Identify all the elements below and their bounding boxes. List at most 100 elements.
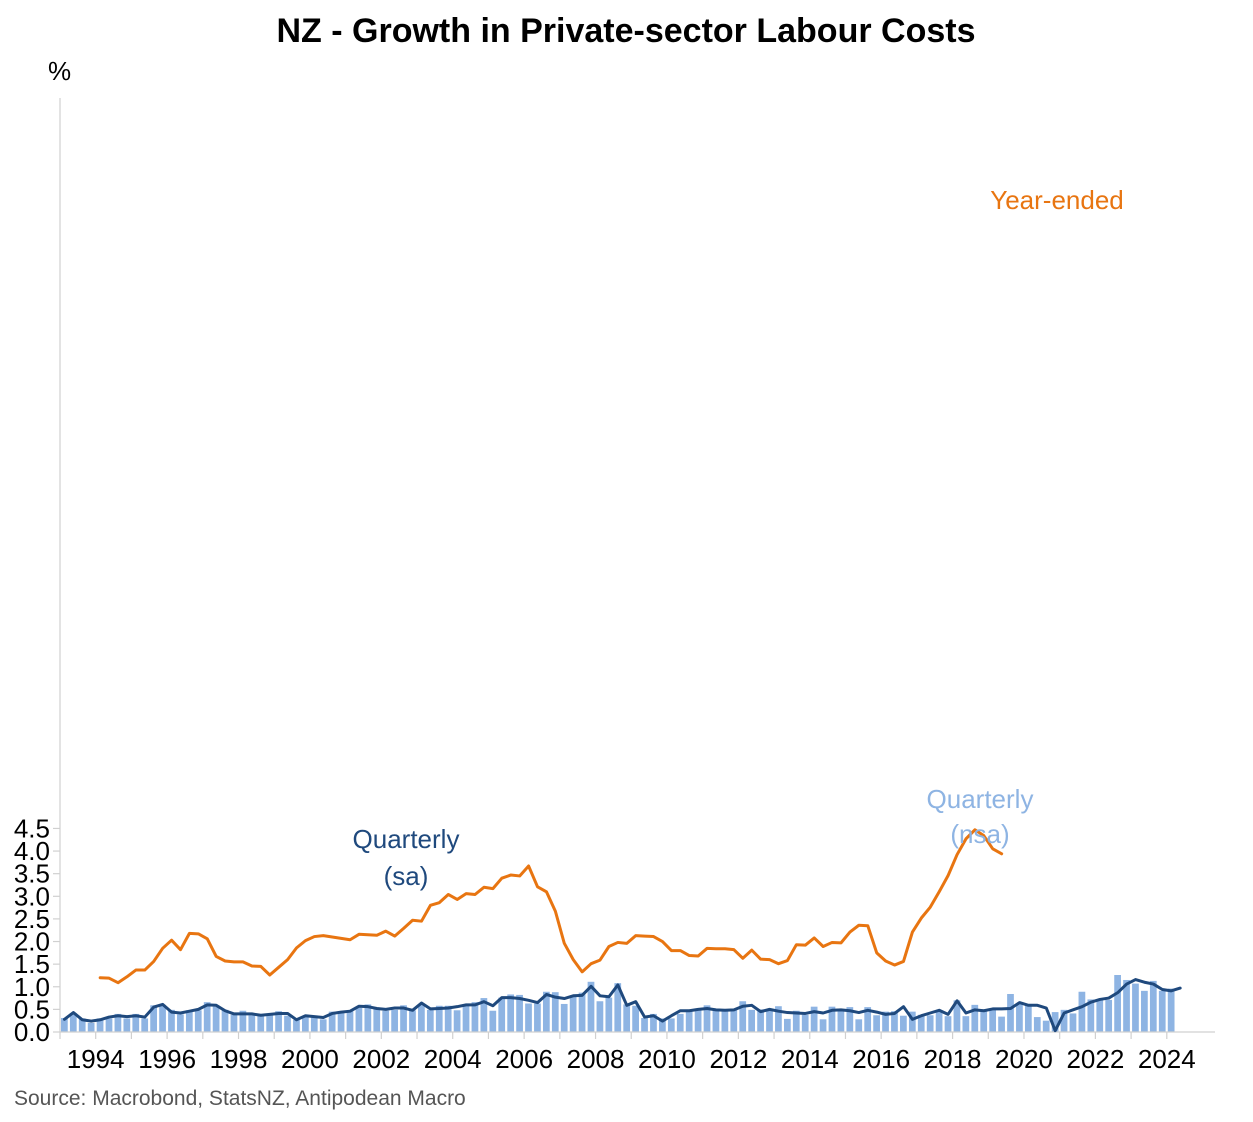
x-tick-label: 1996 — [138, 1044, 196, 1074]
bar-quarterly-nsa — [1042, 1020, 1050, 1032]
y-tick-label: 4.5 — [14, 813, 50, 843]
bar-quarterly-nsa — [525, 1003, 532, 1032]
bar-quarterly-nsa — [551, 992, 559, 1032]
y-tick-label: 3.0 — [14, 881, 50, 911]
bar-quarterly-nsa — [989, 1009, 997, 1032]
bar-quarterly-nsa — [471, 1002, 479, 1032]
x-tick-label: 2012 — [709, 1044, 767, 1074]
annotation-quarterly-sa-line1: Quarterly — [353, 824, 460, 854]
bar-quarterly-nsa — [828, 1006, 836, 1032]
bar-quarterly-nsa — [239, 1010, 247, 1032]
bar-quarterly-nsa — [257, 1014, 265, 1032]
bar-quarterly-nsa — [944, 1016, 952, 1032]
x-tick-label: 2024 — [1138, 1044, 1196, 1074]
bar-quarterly-nsa — [1123, 979, 1130, 1032]
bar-quarterly-nsa — [694, 1009, 702, 1032]
bar-quarterly-nsa — [908, 1011, 916, 1032]
bar-quarterly-nsa — [632, 1005, 639, 1032]
bar-quarterly-nsa — [534, 1003, 541, 1032]
bar-quarterly-nsa — [935, 1010, 943, 1032]
bar-quarterly-nsa — [69, 1013, 77, 1032]
bar-quarterly-nsa — [302, 1015, 309, 1032]
axes — [53, 98, 1215, 1039]
bar-quarterly-nsa — [444, 1005, 452, 1032]
bar-quarterly-nsa — [177, 1014, 184, 1032]
bar-quarterly-nsa — [1033, 1017, 1041, 1032]
bar-quarterly-nsa — [462, 1005, 470, 1032]
series-lines — [62, 828, 1182, 1033]
bar-quarterly-nsa — [801, 1014, 809, 1032]
bar-quarterly-nsa — [114, 1013, 122, 1032]
bar-quarterly-nsa — [132, 1013, 140, 1032]
x-tick-label: 2022 — [1066, 1044, 1124, 1074]
bar-quarterly-nsa — [141, 1018, 149, 1032]
bar-quarterly-nsa — [587, 981, 595, 1032]
annotation-quarterly-sa-line2: (sa) — [384, 861, 429, 891]
bar-quarterly-nsa — [1078, 991, 1086, 1032]
bar-quarterly-nsa — [1007, 994, 1014, 1032]
bar-quarterly-nsa — [926, 1015, 934, 1032]
bar-quarterly-nsa — [542, 991, 550, 1032]
bar-quarterly-nsa — [426, 1009, 434, 1032]
bar-quarterly-nsa — [230, 1014, 238, 1032]
bar-quarterly-nsa — [507, 994, 515, 1032]
bar-quarterly-nsa — [917, 1014, 925, 1032]
bar-quarterly-nsa — [569, 996, 577, 1032]
chart-title: NZ - Growth in Private-sector Labour Cos… — [277, 12, 976, 50]
bar-quarterly-nsa — [61, 1017, 68, 1032]
bar-quarterly-nsa — [87, 1022, 95, 1032]
bar-quarterly-nsa — [676, 1013, 684, 1032]
x-tick-label: 2014 — [781, 1044, 839, 1074]
bar-quarterly-nsa — [810, 1006, 818, 1032]
bar-quarterly-nsa — [650, 1013, 657, 1032]
x-tick-label: 2008 — [567, 1044, 625, 1074]
bar-quarterly-nsa — [623, 1004, 631, 1032]
bar-quarterly-nsa — [435, 1005, 443, 1032]
bar-quarterly-nsa — [792, 1010, 800, 1032]
bar-quarterly-nsa — [453, 1010, 461, 1032]
bar-quarterly-nsa — [578, 992, 586, 1032]
bar-quarterly-nsa — [596, 1001, 604, 1032]
bar-quarterly-nsa — [373, 1007, 381, 1032]
bar-quarterly-nsa — [1016, 1003, 1023, 1032]
bar-quarterly-nsa — [864, 1007, 872, 1032]
x-tick-label: 1998 — [210, 1044, 268, 1074]
bar-quarterly-nsa — [516, 994, 523, 1032]
y-tick-label: 1.5 — [14, 949, 50, 979]
bar-quarterly-nsa — [891, 1011, 898, 1032]
bar-quarterly-nsa — [284, 1015, 291, 1032]
bar-quarterly-nsa — [641, 1017, 648, 1032]
bar-quarterly-nsa — [1114, 975, 1121, 1032]
x-tick-label: 2002 — [352, 1044, 410, 1074]
line-year-ended — [98, 828, 1004, 985]
bar-quarterly-nsa — [819, 1019, 827, 1032]
bar-quarterly-nsa — [775, 1006, 782, 1032]
bar-quarterly-nsa — [855, 1019, 863, 1032]
bar-quarterly-nsa — [667, 1018, 675, 1032]
bar-quarterly-nsa — [560, 1003, 568, 1032]
bar-quarterly-nsa — [123, 1018, 131, 1032]
bar-quarterly-nsa — [1149, 980, 1157, 1032]
y-tick-label: 0.0 — [14, 1017, 50, 1047]
x-tick-label: 2006 — [495, 1044, 553, 1074]
x-tick-label: 2004 — [424, 1044, 482, 1074]
bar-quarterly-nsa — [391, 1009, 398, 1032]
annotation-year-ended: Year-ended — [990, 185, 1124, 215]
bar-quarterly-nsa — [757, 1009, 764, 1032]
bar-quarterly-nsa — [703, 1005, 711, 1032]
bar-quarterly-nsa — [739, 1001, 747, 1032]
bar-quarterly-nsa — [400, 1005, 407, 1032]
line-quarterly-sa — [62, 978, 1182, 1033]
bar-quarterly-nsa — [194, 1010, 202, 1032]
bar-quarterly-nsa — [409, 1010, 416, 1032]
bar-quarterly-nsa — [766, 1010, 773, 1032]
x-tick-label: 2010 — [638, 1044, 696, 1074]
bar-quarterly-nsa — [96, 1018, 104, 1032]
bar-quarterly-nsa — [203, 1002, 211, 1032]
bar-quarterly-nsa — [721, 1009, 729, 1032]
bar-quarterly-nsa — [328, 1011, 336, 1032]
x-tick-label: 2016 — [852, 1044, 910, 1074]
bar-quarterly-nsa — [953, 1000, 961, 1032]
bar-quarterly-nsa — [364, 1004, 372, 1032]
x-tick-label: 2020 — [995, 1044, 1053, 1074]
